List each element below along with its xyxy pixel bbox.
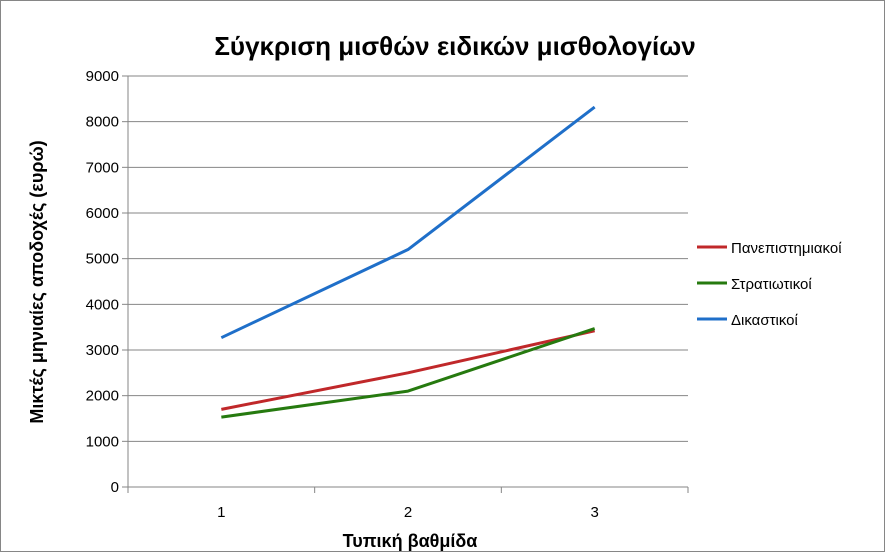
series-line-2: [221, 327, 596, 419]
x-tick-labels: 1 2 3: [217, 504, 599, 521]
y-tick-labels: 0 1000 2000 3000 4000 5000 6000 7000 8000 9000: [86, 68, 119, 496]
legend: Πανεπιστημιακοί Στρατιωτικοί Δικαστικοί: [697, 240, 842, 329]
y-tick-label: 5000: [86, 251, 119, 268]
chart-title: Σύγκριση μισθών ειδικών μισθολογίων: [214, 31, 695, 61]
legend-label: Δικαστικοί: [731, 312, 799, 329]
axes: [122, 75, 689, 493]
gridlines: [128, 75, 688, 442]
y-axis-title: Μικτές μηνιαίες αποδοχές (ευρώ): [27, 140, 47, 423]
y-tick-label: 2000: [86, 388, 119, 405]
y-tick-label: 7000: [86, 159, 119, 176]
series-line-1: [221, 329, 595, 411]
series-lines: [220, 105, 596, 419]
x-tick-label: 3: [590, 504, 598, 521]
y-tick-label: 6000: [86, 205, 119, 222]
y-tick-label: 9000: [86, 68, 119, 85]
y-tick-label: 1000: [86, 433, 119, 450]
series-line-3: [220, 105, 596, 340]
legend-label: Στρατιωτικοί: [731, 276, 812, 293]
y-tick-label: 8000: [86, 114, 119, 131]
y-tick-label: 0: [111, 479, 119, 496]
legend-label: Πανεπιστημιακοί: [731, 240, 842, 257]
x-axis-title: Τυπική βαθμίδα: [343, 531, 478, 551]
x-tick-label: 2: [404, 504, 412, 521]
x-tick-label: 1: [217, 504, 225, 521]
y-tick-label: 3000: [86, 342, 119, 359]
y-tick-label: 4000: [86, 296, 119, 313]
